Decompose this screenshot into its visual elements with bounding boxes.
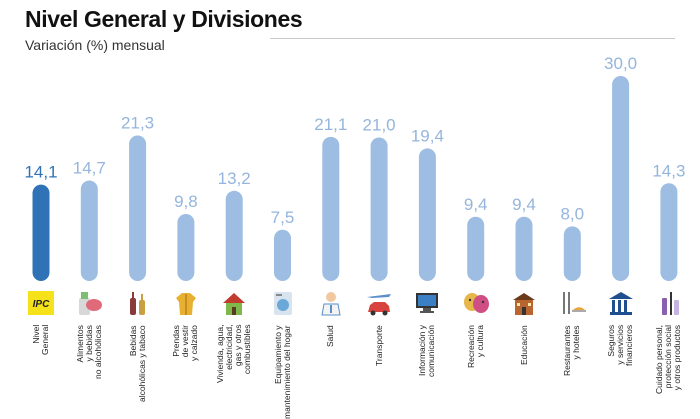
value-label-0: 14,1 (24, 163, 57, 182)
svg-text:IPC: IPC (33, 299, 50, 310)
car-plane-icon (364, 288, 394, 318)
computer-icon (412, 288, 442, 318)
personal-care-icon (654, 288, 684, 318)
value-label-11: 8,0 (560, 204, 584, 223)
house-icon (219, 288, 249, 318)
category-label-12: Seguros y servicios financieros (606, 324, 635, 366)
value-label-9: 9,4 (464, 195, 488, 214)
bar-13 (660, 183, 678, 281)
category-label-0: Nivel General (31, 324, 50, 355)
category-label-1: Alimentos y bebidas no alcohólicas (74, 325, 103, 379)
category-label-9: Recreación y cultura (465, 325, 485, 368)
bar-0 (32, 184, 50, 281)
bar-10 (515, 216, 533, 281)
theater-masks-icon (461, 288, 491, 318)
bar-12 (612, 76, 630, 281)
bar-11 (563, 226, 581, 281)
chart-title: Nivel General y Divisiones (25, 6, 303, 32)
bar-3 (177, 214, 195, 281)
category-label-13: Cuidado personal, protección social y ot… (654, 325, 683, 394)
value-label-8: 19,4 (411, 126, 444, 145)
value-label-4: 13,2 (218, 169, 251, 188)
category-label-7: Transporte (373, 325, 384, 366)
bar-6 (322, 136, 340, 281)
category-label-8: Información y comunicación (417, 325, 437, 377)
chart-subtitle: Variación (%) mensual (25, 37, 165, 53)
school-icon (509, 288, 539, 318)
bar-7 (370, 137, 388, 281)
value-label-2: 21,3 (121, 113, 154, 132)
category-label-11: Restaurantes y hoteles (562, 325, 582, 376)
value-label-10: 9,4 (512, 195, 536, 214)
cutlery-icon (557, 288, 587, 318)
category-label-5: Equipamiento y mantenimiento del hogar (272, 325, 292, 419)
food-icon (74, 288, 104, 318)
value-label-5: 7,5 (271, 208, 295, 227)
category-label-10: Educación (518, 325, 529, 365)
category-label-3: Prendas de vestir y calzado (171, 325, 200, 361)
jacket-icon (171, 288, 201, 318)
value-label-3: 9,8 (174, 192, 198, 211)
value-label-1: 14,7 (73, 159, 106, 178)
bar-9 (467, 216, 485, 281)
value-label-12: 30,0 (604, 54, 637, 73)
value-label-13: 14,3 (652, 161, 685, 180)
category-label-2: Bebidas alcohólicas y tabaco (127, 325, 147, 402)
bar-5 (274, 229, 291, 281)
bar-chart: 14,1 14,7 21,3 9,8 13,2 7,5 21,1 21,0 19,4 9,4 9,4… (24, 54, 685, 281)
ipc-logo-icon: IPC (26, 288, 56, 318)
category-label-4: Vivienda, agua, electricidad, gas y otro… (215, 324, 253, 383)
bottles-icon (123, 288, 153, 318)
bar-2 (129, 135, 147, 281)
bar-8 (418, 148, 436, 281)
bank-icon (606, 288, 636, 318)
category-label-6: Salud (325, 325, 336, 347)
value-label-6: 21,1 (314, 115, 347, 134)
washing-machine-icon (268, 288, 298, 318)
doctor-icon (316, 288, 346, 318)
bar-4 (225, 190, 243, 281)
title-divider (270, 38, 675, 39)
bar-1 (80, 180, 98, 281)
value-label-7: 21,0 (363, 116, 396, 135)
